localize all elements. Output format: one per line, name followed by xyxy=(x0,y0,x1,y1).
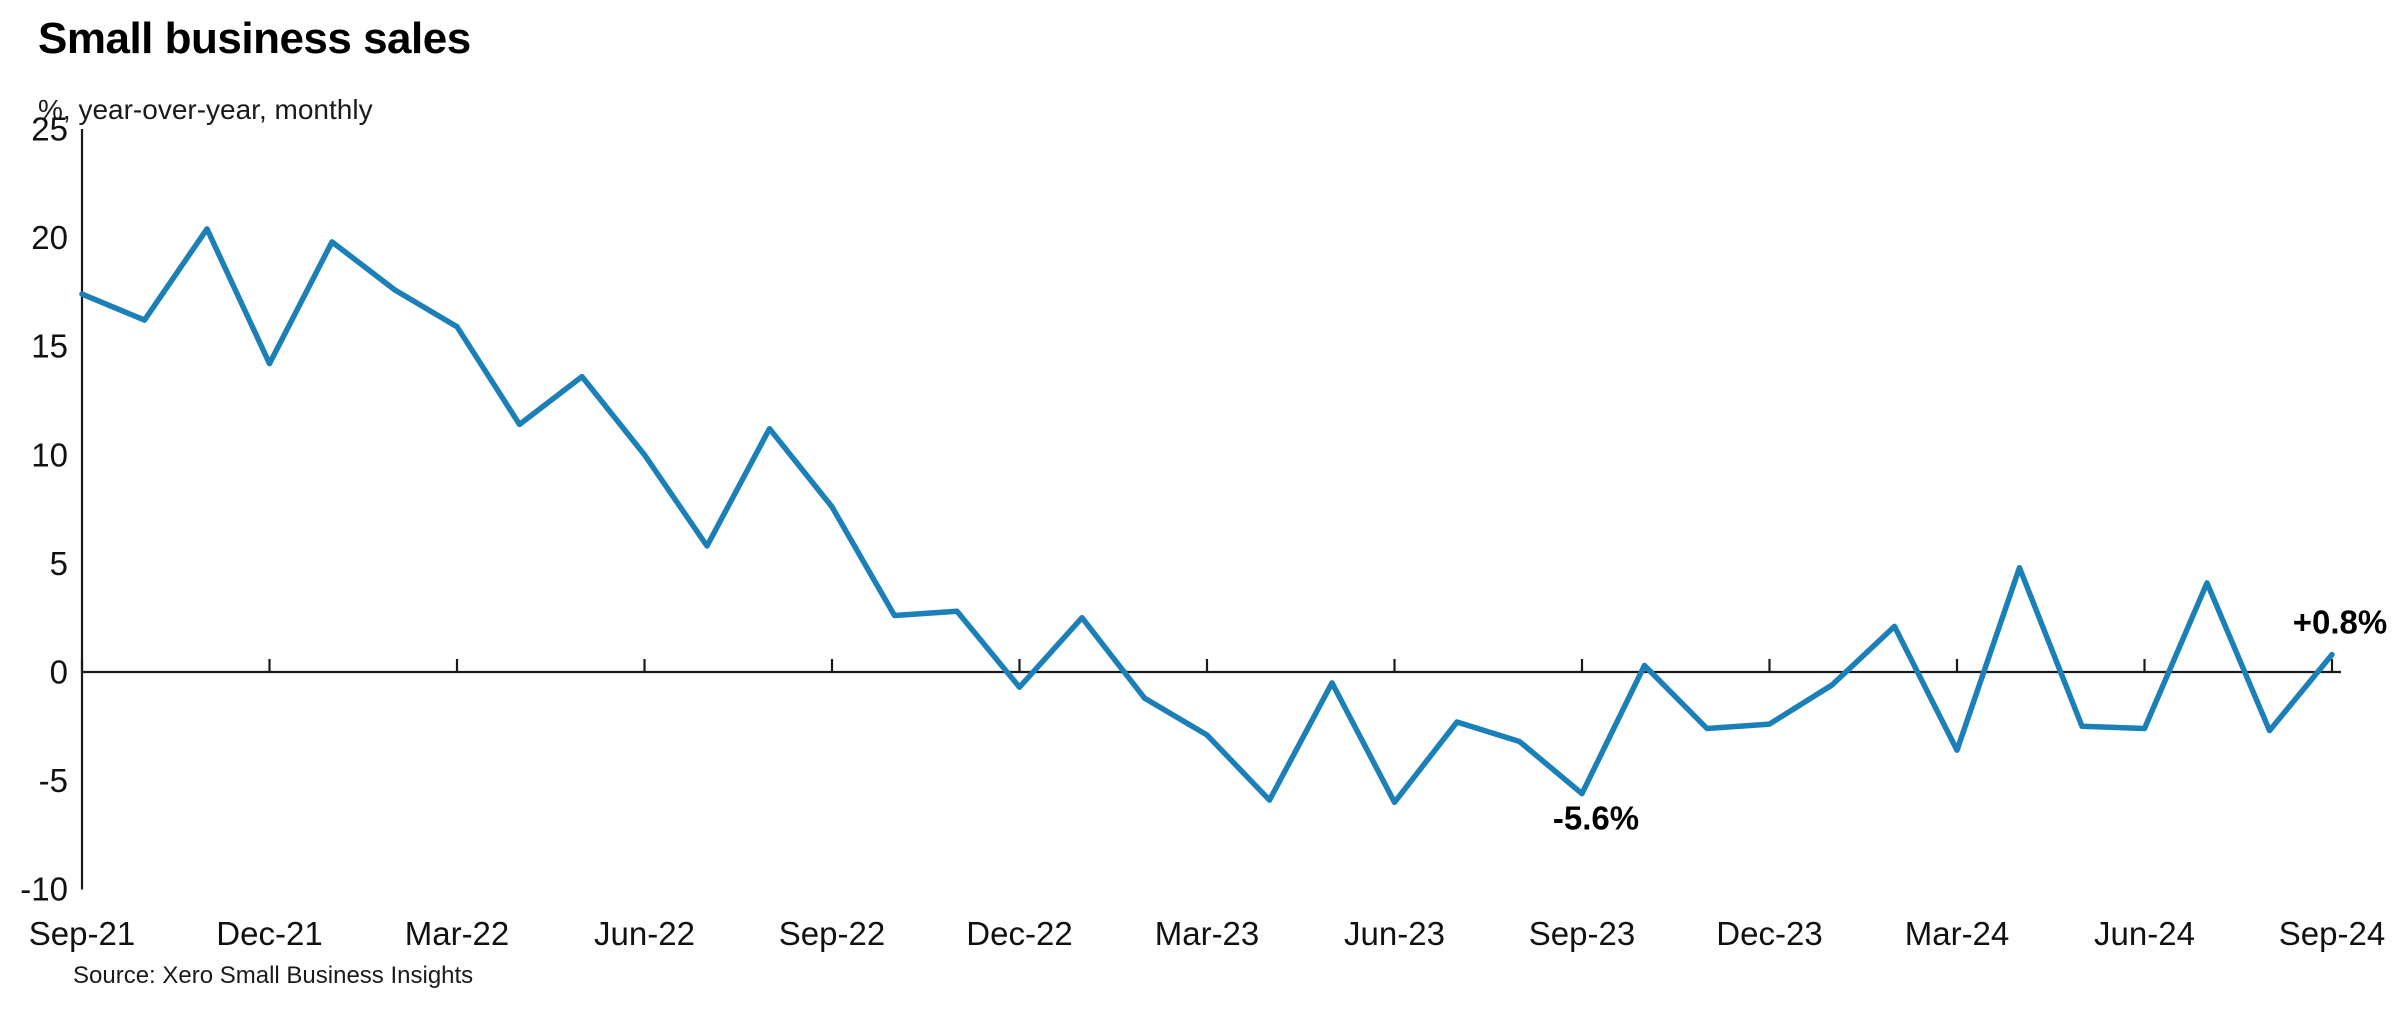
x-axis-label: Sep-21 xyxy=(29,915,135,952)
y-axis-label: 15 xyxy=(31,328,68,365)
y-axis-label: 5 xyxy=(50,545,68,582)
x-axis-label: Sep-23 xyxy=(1529,915,1635,952)
x-axis-label: Mar-22 xyxy=(405,915,510,952)
x-axis-label: Mar-23 xyxy=(1155,915,1260,952)
x-axis-label: Sep-24 xyxy=(2279,915,2385,952)
chart-title: Small business sales xyxy=(38,14,471,63)
x-axis-label: Jun-22 xyxy=(594,915,695,952)
x-axis-label: Sep-22 xyxy=(779,915,885,952)
annotation-label: -5.6% xyxy=(1553,800,1639,837)
chart-subtitle: %, year-over-year, monthly xyxy=(38,94,373,125)
x-axis-label: Dec-21 xyxy=(216,915,322,952)
x-axis-label: Dec-23 xyxy=(1716,915,1822,952)
x-axis-label: Jun-23 xyxy=(1344,915,1445,952)
x-axis-label: Mar-24 xyxy=(1905,915,2010,952)
y-axis-label: 10 xyxy=(31,436,68,473)
y-axis-label: 25 xyxy=(31,111,68,148)
y-axis-label: 0 xyxy=(50,654,68,691)
y-axis-label: -5 xyxy=(39,762,68,799)
sales-line xyxy=(79,226,2335,806)
annotation-label: +0.8% xyxy=(2293,604,2388,641)
y-axis-label: 20 xyxy=(31,219,68,256)
source-label: Source: Xero Small Business Insights xyxy=(73,962,474,989)
x-axis-label: Dec-22 xyxy=(966,915,1072,952)
y-axis-label: -10 xyxy=(20,871,68,908)
x-axis-label: Jun-24 xyxy=(2094,915,2195,952)
